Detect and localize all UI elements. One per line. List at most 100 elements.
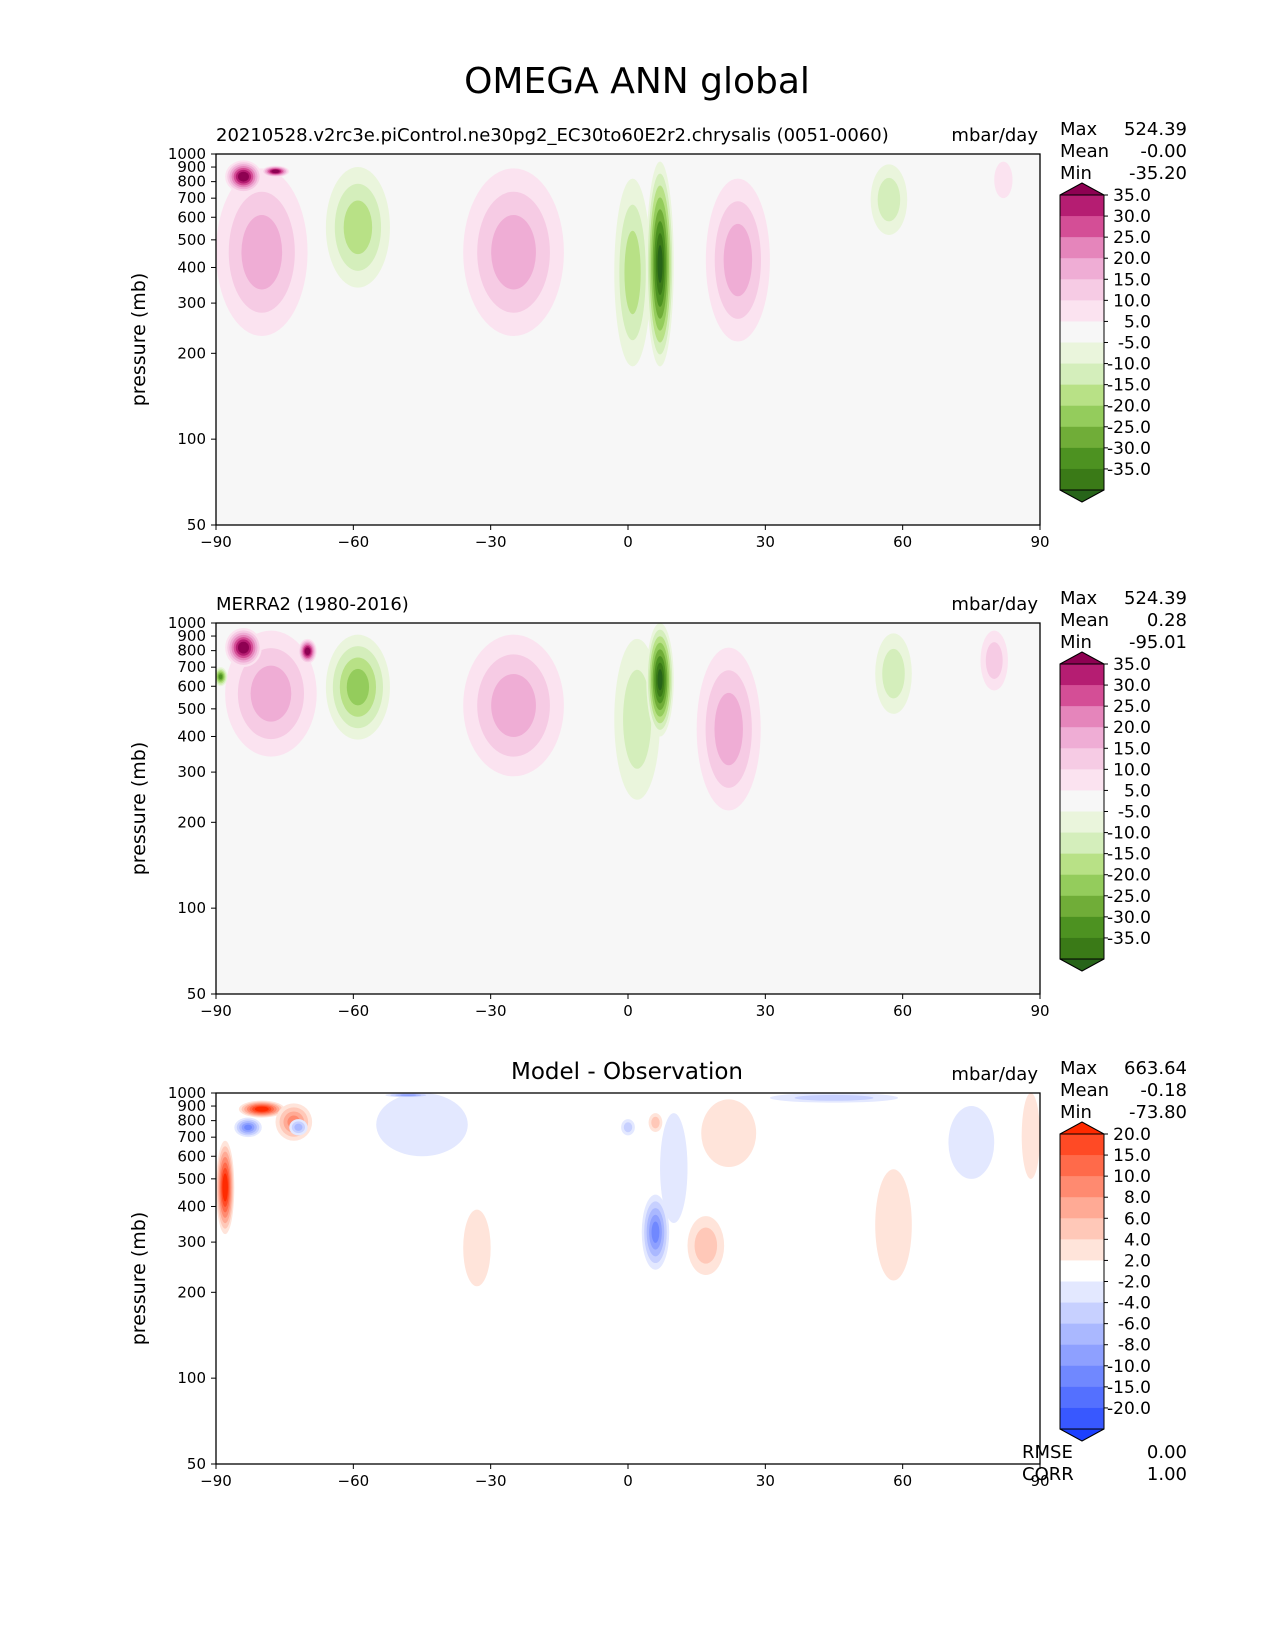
panel-2-ytick-label-2: 200 bbox=[177, 1283, 206, 1301]
panel-1-colorbar-cell-8 bbox=[1060, 811, 1104, 834]
panel-1-colorbar-cell-1 bbox=[1060, 664, 1104, 686]
panel-2-xtick-label-4: 30 bbox=[756, 1472, 775, 1490]
panel-1-colorbar-cell-7 bbox=[1060, 790, 1104, 812]
panel-2-feature-9-level-0 bbox=[660, 1113, 688, 1224]
panel-1-colorbar-extend-min bbox=[1059, 958, 1105, 972]
panel-1-xtick-label-4: 30 bbox=[756, 1002, 775, 1020]
panel-1-colorbar-label-7: -5.0 bbox=[1118, 803, 1151, 823]
panel-1-left-title: MERRA2 (1980-2016) bbox=[216, 594, 409, 615]
panel-1-feature-7-level-7 bbox=[657, 669, 663, 691]
panel-2-feature-14-level-1 bbox=[794, 1094, 874, 1101]
panel-1-colorbar-label-9: -15.0 bbox=[1107, 845, 1151, 865]
panel-2-xtick-label-6: 90 bbox=[1030, 1472, 1049, 1490]
panel-2-feature-15-level-0 bbox=[875, 1169, 912, 1281]
panel-0-xtick-label-6: 90 bbox=[1030, 533, 1049, 551]
panel-1-feature-6-level-1 bbox=[623, 669, 652, 769]
panel-2-ytick-label-10: 1000 bbox=[168, 1084, 206, 1102]
panel-2-units: mbar/day bbox=[951, 1064, 1038, 1085]
panel-2-colorbar-cell-8 bbox=[1060, 1281, 1104, 1304]
panel-0-colorbar-cell-7 bbox=[1060, 321, 1104, 343]
panel-0-feature-3-level-2 bbox=[343, 200, 373, 255]
panel-0-colorbar-label-3: 20.0 bbox=[1113, 249, 1151, 269]
panel-2-xtick-label-1: −60 bbox=[338, 1472, 370, 1490]
panel-1-feature-2-level-7 bbox=[305, 648, 310, 654]
panel-2-stat-label-2: Min bbox=[1060, 1102, 1092, 1123]
panel-1-feature-0-level-2 bbox=[250, 665, 292, 722]
panel-1-xtick-label-1: −60 bbox=[338, 1002, 370, 1020]
panel-2-feature-11-level-1 bbox=[651, 1116, 660, 1129]
panel-2-stat-label-0: Max bbox=[1060, 1058, 1098, 1079]
panel-0-colorbar-cell-12 bbox=[1060, 426, 1104, 449]
panel-0-xtick-label-4: 30 bbox=[756, 533, 775, 551]
panel-0-feature-0-level-2 bbox=[241, 214, 283, 290]
panel-1-feature-10-level-1 bbox=[985, 642, 1003, 679]
panel-1-colorbar-label-12: -30.0 bbox=[1107, 908, 1151, 928]
panel-0-colorbar-cell-14 bbox=[1060, 468, 1104, 491]
panel-0-colorbar-cell-5 bbox=[1060, 279, 1104, 301]
panel-0-stat-value-2: -35.20 bbox=[1129, 163, 1187, 184]
panel-2-plot-area: −90 −60 −30 0 30 60 90 50 100 200 300 400 500 6007008… bbox=[128, 1084, 1050, 1490]
panel-2-stat-label-1: Mean bbox=[1060, 1080, 1109, 1101]
panel-0-xtick-label-1: −60 bbox=[338, 533, 370, 551]
panel-0-colorbar-cell-1 bbox=[1060, 195, 1104, 217]
panel-2-colorbar-label-4: 6.0 bbox=[1124, 1209, 1151, 1229]
rmse-value: 0.00 bbox=[1147, 1442, 1187, 1463]
panel-2-feature-2-level-7 bbox=[257, 1107, 267, 1111]
panel-0-xtick-label-2: −30 bbox=[475, 533, 507, 551]
panel-2-ytick-label-3: 300 bbox=[177, 1233, 206, 1251]
panel-2-colorbar-cell-2 bbox=[1060, 1155, 1104, 1177]
panel-1-colorbar-cell-11 bbox=[1060, 874, 1104, 897]
panel-1-colorbar-cell-4 bbox=[1060, 727, 1104, 749]
panel-0-plot-area: −90 −60 −30 0 30 60 90 50 100 200 300 400 500 6007008… bbox=[128, 145, 1050, 551]
panel-2-colorbar-label-1: 15.0 bbox=[1113, 1146, 1151, 1166]
panel-diff: Model - Observation mbar/day Max Mean Mi… bbox=[128, 1058, 1187, 1490]
panel-1-colorbar-label-6: 5.0 bbox=[1124, 781, 1151, 801]
panel-2-feature-5-level-0 bbox=[376, 1093, 468, 1157]
panel-1-colorbar-cell-10 bbox=[1060, 853, 1104, 876]
panel-1-stat-label-1: Mean bbox=[1060, 610, 1109, 631]
panel-1-colorbar-cell-2 bbox=[1060, 685, 1104, 707]
panel-1-colorbar: 35.030.025.020.015.010.05.0-5.0-10.0-15.… bbox=[1059, 651, 1151, 972]
panel-2-feature-13-level-0 bbox=[701, 1099, 757, 1168]
panel-0-feature-2-level-7 bbox=[272, 170, 279, 173]
panel-2-feature-0-level-7 bbox=[223, 1178, 227, 1197]
panel-1-xtick-label-0: −90 bbox=[200, 1002, 232, 1020]
panel-0-xtick-label-5: 60 bbox=[893, 533, 912, 551]
panel-0-colorbar-cell-11 bbox=[1060, 405, 1104, 428]
panel-0-colorbar-label-2: 25.0 bbox=[1113, 228, 1151, 248]
panel-0-ytick-label-5: 500 bbox=[177, 231, 206, 249]
panel-1-colorbar-label-1: 30.0 bbox=[1113, 676, 1151, 696]
panel-1-contours bbox=[216, 623, 1008, 811]
panel-0-units: mbar/day bbox=[951, 125, 1038, 146]
panel-1-ytick-label-5: 500 bbox=[177, 700, 206, 718]
panel-0-colorbar-label-10: -20.0 bbox=[1107, 397, 1151, 417]
panel-0-colorbar-cell-6 bbox=[1060, 300, 1104, 322]
panel-2-xtick-label-2: −30 bbox=[475, 1472, 507, 1490]
panel-1-ytick-label-4: 400 bbox=[177, 727, 206, 745]
panel-0-colorbar-label-12: -30.0 bbox=[1107, 439, 1151, 459]
panel-2-colorbar-cell-13 bbox=[1060, 1386, 1104, 1409]
panel-2-background bbox=[216, 1093, 1040, 1464]
panel-2-contours bbox=[216, 1093, 1040, 1287]
panel-2-feature-12-level-1 bbox=[623, 1122, 633, 1133]
panel-0-colorbar-cell-3 bbox=[1060, 237, 1104, 259]
panel-0-xtick-label-3: 0 bbox=[623, 533, 633, 551]
panel-0-colorbar-label-4: 15.0 bbox=[1113, 270, 1151, 290]
panel-0-colorbar-cell-2 bbox=[1060, 216, 1104, 238]
panel-2-ytick-label-5: 500 bbox=[177, 1170, 206, 1188]
panel-model: 20210528.v2rc3e.piControl.ne30pg2_EC30to… bbox=[128, 119, 1187, 551]
panel-0-colorbar-label-7: -5.0 bbox=[1118, 334, 1151, 354]
panel-2-feature-4-level-2 bbox=[294, 1123, 303, 1131]
panel-0-feature-8-level-1 bbox=[877, 177, 901, 222]
panel-2-colorbar-cell-5 bbox=[1060, 1218, 1104, 1240]
panel-2-ytick-label-8: 800 bbox=[177, 1112, 206, 1130]
panel-2-colorbar-cell-3 bbox=[1060, 1176, 1104, 1198]
panel-1-ytick-label-3: 300 bbox=[177, 763, 206, 781]
panel-2-feature-7-level-0 bbox=[463, 1209, 491, 1287]
panel-0-colorbar-label-8: -10.0 bbox=[1107, 355, 1151, 375]
panel-2-colorbar-cell-14 bbox=[1060, 1407, 1104, 1430]
panel-2-feature-6-level-3 bbox=[400, 1094, 417, 1096]
rmse-label: RMSE bbox=[1022, 1442, 1073, 1463]
panel-2-ytick-label-4: 400 bbox=[177, 1197, 206, 1215]
